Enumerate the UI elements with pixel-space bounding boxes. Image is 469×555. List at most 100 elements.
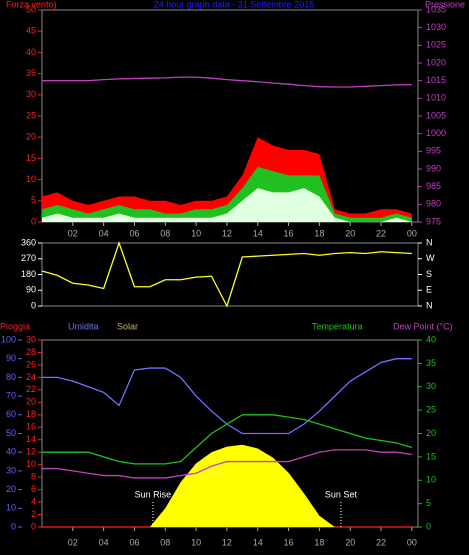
y2-tick-label: 1025 [426, 40, 446, 50]
y3-tick-label: 20 [26, 397, 36, 407]
y2-tick-label: 1030 [426, 22, 446, 32]
y2-tick-label: S [426, 269, 432, 279]
x-tick-label: 22 [376, 537, 386, 547]
y2-tick-label: 980 [426, 199, 441, 209]
y-tick-label: 20 [26, 132, 36, 142]
y-tick-label: 0 [11, 521, 16, 531]
y3-tick-label: 18 [26, 409, 36, 419]
x-tick-label: 20 [345, 537, 355, 547]
legend-label: Pioggia [0, 321, 30, 331]
line [42, 76, 412, 88]
x-tick-label: 10 [191, 537, 201, 547]
area [42, 444, 412, 527]
x-tick-label: 10 [191, 228, 201, 238]
y-tick-label: 5 [31, 195, 36, 205]
x-tick-label: 22 [376, 228, 386, 238]
x-tick-label: 14 [253, 537, 263, 547]
y-tick-label: 30 [6, 465, 16, 475]
x-tick-label: 16 [284, 537, 294, 547]
y-tick-label: 70 [6, 390, 16, 400]
y-tick-label: 50 [26, 4, 36, 14]
x-tick-label: 04 [99, 537, 109, 547]
y-axis-label: Forza vento) [6, 0, 57, 9]
y3-tick-label: 22 [26, 384, 36, 394]
y-tick-label: 30 [26, 89, 36, 99]
y-tick-label: 90 [6, 353, 16, 363]
y2-tick-label: 975 [426, 216, 441, 226]
y-tick-label: 180 [21, 269, 36, 279]
x-tick-label: 12 [222, 228, 232, 238]
y2-tick-label: 1000 [426, 128, 446, 138]
y2-tick-label: 1020 [426, 57, 446, 67]
y2-tick-label: 20 [426, 428, 436, 438]
y2-tick-label: E [426, 285, 432, 295]
annotation: Sun Rise [135, 489, 172, 499]
y3-tick-label: 10 [26, 459, 36, 469]
y3-tick-label: 2 [31, 509, 36, 519]
x-tick-label: 04 [99, 228, 109, 238]
y2-tick-label: 30 [426, 381, 436, 391]
x-tick-label: 12 [222, 537, 232, 547]
x-tick-label: 02 [68, 537, 78, 547]
y-tick-label: 0 [31, 300, 36, 310]
y-tick-label: 25 [26, 110, 36, 120]
y-tick-label: 35 [26, 68, 36, 78]
line [41, 241, 412, 308]
x-tick-label: 02 [68, 228, 78, 238]
y-tick-label: 20 [6, 484, 16, 494]
y3-tick-label: 8 [31, 472, 36, 482]
y2-axis-label: Pressione [425, 0, 465, 9]
y2-tick-label: 1005 [426, 110, 446, 120]
y2-tick-label: 10 [426, 475, 436, 485]
y3-tick-label: 16 [26, 422, 36, 432]
y2-tick-label: 40 [426, 334, 436, 344]
y3-tick-label: 6 [31, 484, 36, 494]
y2-tick-label: 25 [426, 405, 436, 415]
x-tick-label: 16 [284, 228, 294, 238]
y-tick-label: 60 [6, 409, 16, 419]
y-tick-label: 270 [21, 253, 36, 263]
chart-title: 24 hour graph data - 21 Settembre 2015 [154, 0, 315, 9]
y2-tick-label: 35 [426, 358, 436, 368]
y-tick-label: 10 [26, 174, 36, 184]
x-tick-label: 06 [129, 537, 139, 547]
y3-tick-label: 24 [26, 372, 36, 382]
y-tick-label: 45 [26, 26, 36, 36]
y-tick-label: 360 [21, 237, 36, 247]
y2-tick-label: 1010 [426, 93, 446, 103]
x-tick-label: 08 [160, 228, 170, 238]
annotation: Sun Set [325, 489, 358, 499]
y3-tick-label: 12 [26, 447, 36, 457]
y-tick-label: 40 [26, 47, 36, 57]
y2-tick-label: 15 [426, 451, 436, 461]
y-tick-label: 0 [31, 216, 36, 226]
x-tick-label: 00 [407, 537, 417, 547]
y2-tick-label: 1015 [426, 75, 446, 85]
x-tick-label: 00 [407, 228, 417, 238]
y3-tick-label: 14 [26, 434, 36, 444]
legend-label: Temperatura [312, 321, 363, 331]
y2-tick-label: 1035 [426, 4, 446, 14]
y-tick-label: 10 [6, 503, 16, 513]
y2-tick-label: W [426, 253, 435, 263]
x-tick-label: 08 [160, 537, 170, 547]
y2-tick-label: 0 [426, 521, 431, 531]
y2-tick-label: N [426, 237, 433, 247]
x-tick-label: 14 [253, 228, 263, 238]
y2-tick-label: N [426, 300, 433, 310]
legend-label: Solar [117, 321, 138, 331]
y3-tick-label: 30 [26, 334, 36, 344]
y-tick-label: 40 [6, 447, 16, 457]
area [42, 188, 412, 222]
y2-tick-label: 995 [426, 146, 441, 156]
y-tick-label: 90 [26, 285, 36, 295]
y2-tick-label: 985 [426, 181, 441, 191]
x-tick-label: 18 [314, 537, 324, 547]
line [42, 449, 412, 479]
x-tick-label: 06 [129, 228, 139, 238]
y3-tick-label: 28 [26, 347, 36, 357]
y3-tick-label: 26 [26, 359, 36, 369]
y-tick-label: 100 [1, 334, 16, 344]
y-tick-label: 80 [6, 372, 16, 382]
